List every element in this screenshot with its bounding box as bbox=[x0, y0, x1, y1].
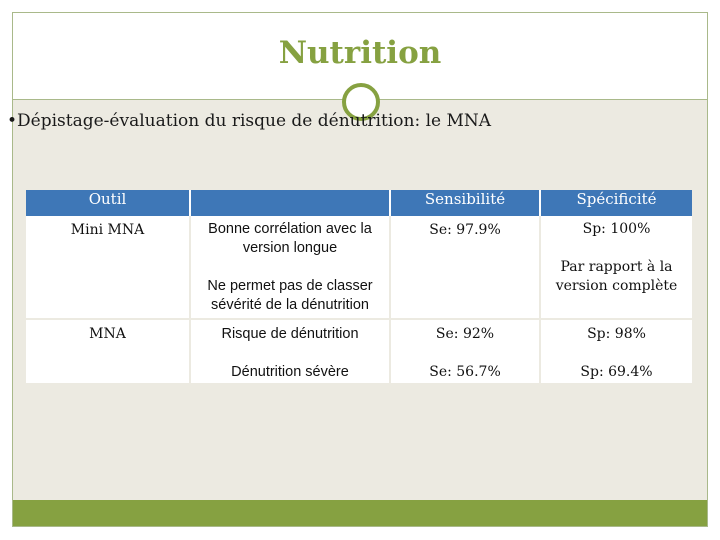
header-specificite: Spécificité bbox=[540, 190, 692, 216]
row-specificite: Sp: 100% bbox=[582, 221, 651, 237]
row-sensibilite: Se: 92% bbox=[435, 326, 495, 342]
row-outil: MNA bbox=[89, 326, 126, 342]
mna-table: Outil Sensibilité Spécificité Mini MNA B… bbox=[26, 190, 692, 383]
bullet-text: •Dépistage-évaluation du risque de dénut… bbox=[7, 111, 492, 131]
table-row: MNA Risque de dénutrition Dénutrition sé… bbox=[26, 318, 692, 383]
slide-title: Nutrition bbox=[278, 35, 442, 71]
header-sensibilite: Sensibilité bbox=[390, 190, 541, 216]
footer-bar bbox=[13, 500, 707, 526]
row-sensibilite: Se: 56.7% bbox=[429, 364, 501, 380]
row-desc: Bonne corrélation avec la version longue bbox=[208, 221, 372, 256]
row-specificite: Sp: 98% bbox=[587, 326, 646, 342]
table-row: Mini MNA Bonne corrélation avec la versi… bbox=[26, 216, 692, 319]
row-desc: Risque de dénutrition bbox=[221, 326, 359, 342]
row-specificite: Sp: 69.4% bbox=[580, 364, 653, 380]
row-desc: Dénutrition sévère bbox=[231, 364, 349, 380]
row-specificite-note: Par rapport à la version complète bbox=[555, 259, 678, 294]
row-desc: Ne permet pas de classer sévérité de la … bbox=[207, 278, 373, 313]
row-outil: Mini MNA bbox=[70, 222, 145, 238]
table-header-row: Outil Sensibilité Spécificité bbox=[26, 190, 692, 216]
row-sensibilite: Se: 97.9% bbox=[429, 222, 501, 238]
ring-ornament-icon bbox=[342, 83, 380, 121]
header-description bbox=[190, 190, 391, 216]
header-outil: Outil bbox=[26, 190, 191, 216]
